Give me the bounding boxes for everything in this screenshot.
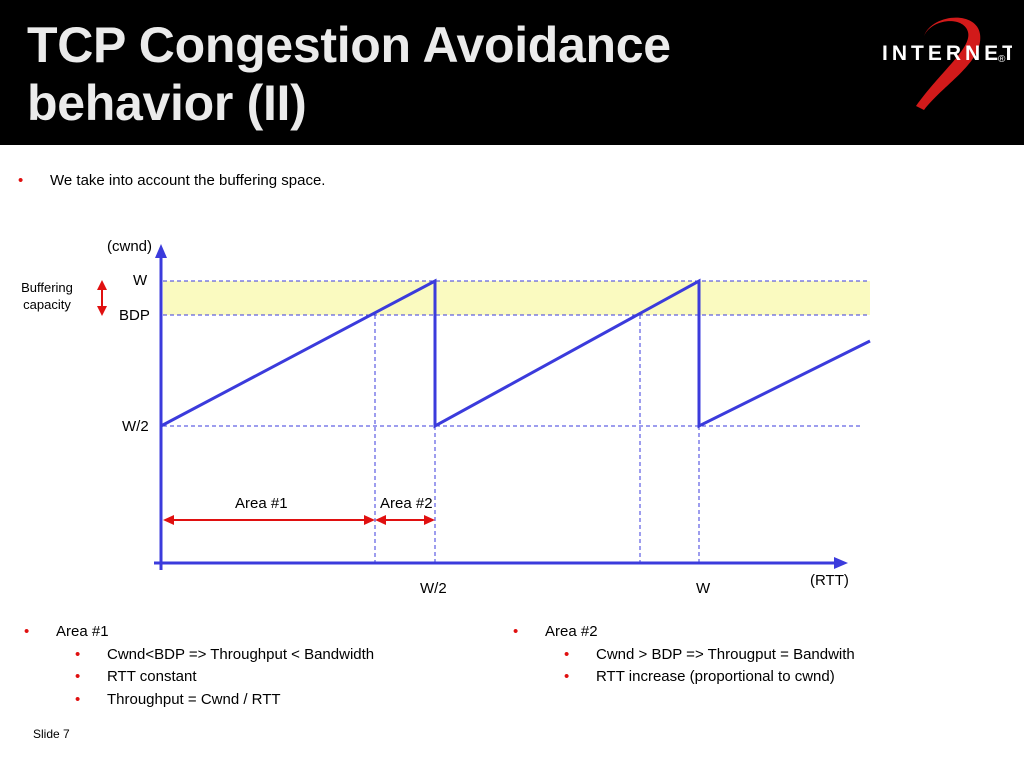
title-line-2: behavior (II) bbox=[27, 75, 307, 131]
area-1-arrow bbox=[163, 515, 375, 525]
y-tick-half-w: W/2 bbox=[122, 418, 149, 435]
y-tick-w: W bbox=[133, 272, 148, 289]
buffer-arrow bbox=[97, 280, 107, 316]
area-1-label: Area #1 bbox=[235, 495, 288, 512]
area-2-label: Area #2 bbox=[380, 495, 433, 512]
area-2-arrow bbox=[375, 515, 435, 525]
buffer-label-line-2: capacity bbox=[23, 297, 71, 312]
cwnd-diagram: (cwnd) W BDP W/2 Buffering capacity Area… bbox=[21, 238, 871, 597]
internet2-logo: INTERNET ® bbox=[882, 17, 1012, 111]
x-tick-half-w: W/2 bbox=[420, 580, 447, 597]
buffer-label-line-1: Buffering bbox=[21, 280, 73, 295]
x-axis-arrowhead bbox=[834, 557, 848, 569]
y-axis-arrowhead bbox=[155, 244, 167, 258]
slide-title: TCP Congestion Avoidance behavior (II) bbox=[27, 16, 827, 132]
cwnd-sawtooth-curve bbox=[160, 278, 871, 429]
title-line-1: TCP Congestion Avoidance bbox=[27, 17, 671, 73]
logo-wordmark: INTERNET bbox=[882, 42, 1012, 65]
x-axis-label: (RTT) bbox=[810, 572, 849, 589]
logo-registered: ® bbox=[998, 54, 1006, 65]
title-bar: TCP Congestion Avoidance behavior (II) I… bbox=[0, 0, 1024, 145]
x-tick-w: W bbox=[696, 580, 711, 597]
y-axis-label: (cwnd) bbox=[107, 238, 152, 255]
y-tick-bdp: BDP bbox=[119, 307, 150, 324]
buffer-band bbox=[163, 281, 870, 315]
slide-number: Slide 7 bbox=[33, 727, 70, 741]
